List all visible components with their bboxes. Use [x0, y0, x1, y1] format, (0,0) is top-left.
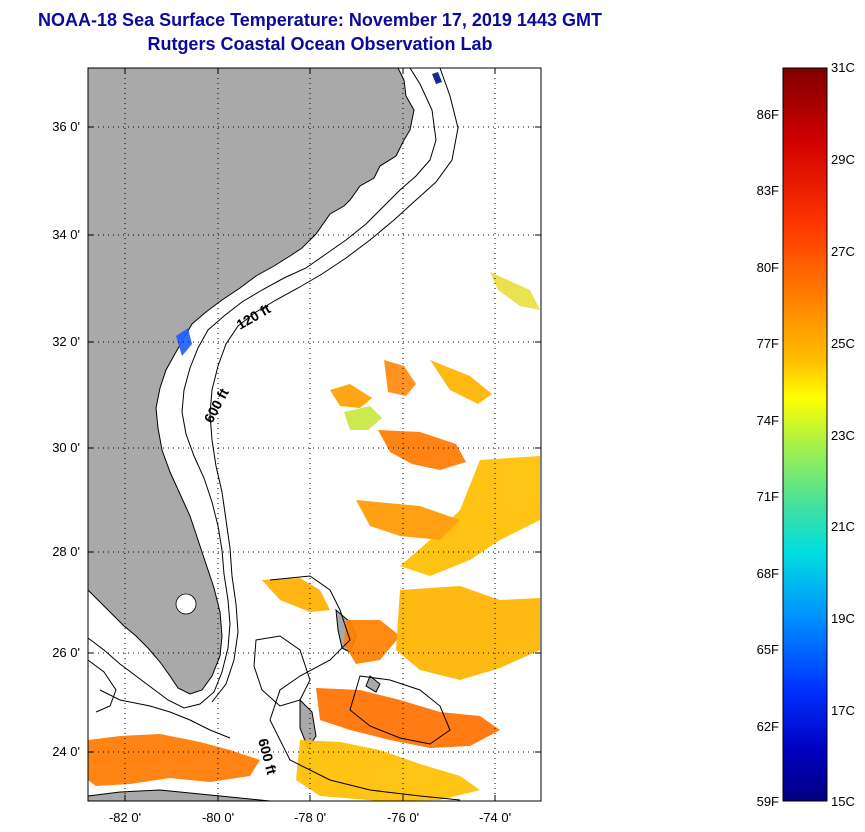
contour-label-600ft: 600 ft	[201, 385, 232, 425]
lat-label: 34 0'	[52, 227, 80, 242]
lake-okeechobee	[175, 593, 197, 615]
colorbar-celsius-label: 21C	[831, 519, 855, 534]
lon-labels: -82 0' -80 0' -78 0' -76 0' -74 0'	[109, 810, 511, 825]
graticule	[88, 68, 541, 801]
colorbar-celsius-label: 29C	[831, 152, 855, 167]
colorbar-fahrenheit-label: 77F	[757, 336, 779, 351]
contour-label-600ft: 600 ft	[255, 737, 280, 777]
depth-contours	[88, 68, 461, 801]
colorbar-celsius-labels: 31C 29C 27C 25C 23C 21C 19C 17C 15C	[831, 60, 855, 809]
colorbar-fahrenheit-label: 86F	[757, 107, 779, 122]
lon-label: -74 0'	[479, 810, 511, 825]
lon-label: -76 0'	[387, 810, 419, 825]
colorbar-fahrenheit-label: 62F	[757, 719, 779, 734]
colorbar-fahrenheit-label: 80F	[757, 260, 779, 275]
lat-label: 32 0'	[52, 334, 80, 349]
colorbar-fahrenheit-label: 71F	[757, 489, 779, 504]
contour-label-120ft: 120 ft	[234, 300, 274, 332]
us-land	[88, 68, 415, 695]
colorbar	[782, 67, 828, 802]
colorbar-celsius-label: 15C	[831, 794, 855, 809]
lon-label: -82 0'	[109, 810, 141, 825]
colorbar-fahrenheit-label: 74F	[757, 413, 779, 428]
lat-label: 28 0'	[52, 544, 80, 559]
lat-label: 24 0'	[52, 744, 80, 759]
colorbar-fahrenheit-label: 59F	[757, 794, 779, 809]
map-frame	[87, 67, 542, 802]
colorbar-fahrenheit-label: 65F	[757, 642, 779, 657]
lat-label: 26 0'	[52, 645, 80, 660]
colorbar-fahrenheit-label: 83F	[757, 183, 779, 198]
map-subtitle: Rutgers Coastal Ocean Observation Lab	[147, 34, 493, 54]
colorbar-celsius-label: 17C	[831, 703, 855, 718]
ticks	[88, 68, 541, 801]
colorbar-fahrenheit-labels: 86F 83F 80F 77F 74F 71F 68F 65F 62F 59F	[757, 107, 779, 809]
lat-label: 36 0'	[52, 119, 80, 134]
colorbar-fahrenheit-label: 68F	[757, 566, 779, 581]
colorbar-celsius-label: 25C	[831, 336, 855, 351]
lat-labels: 36 0' 34 0' 32 0' 30 0' 28 0' 26 0' 24 0…	[52, 119, 80, 759]
lon-label: -80 0'	[202, 810, 234, 825]
colorbar-celsius-label: 27C	[831, 244, 855, 259]
lon-label: -78 0'	[294, 810, 326, 825]
colorbar-celsius-label: 31C	[831, 60, 855, 75]
map-title: NOAA-18 Sea Surface Temperature: Novembe…	[38, 10, 602, 30]
cuba-land	[88, 789, 271, 801]
colorbar-celsius-label: 23C	[831, 428, 855, 443]
bahamas-island	[365, 675, 381, 693]
colorbar-celsius-label: 19C	[831, 611, 855, 626]
lat-label: 30 0'	[52, 440, 80, 455]
